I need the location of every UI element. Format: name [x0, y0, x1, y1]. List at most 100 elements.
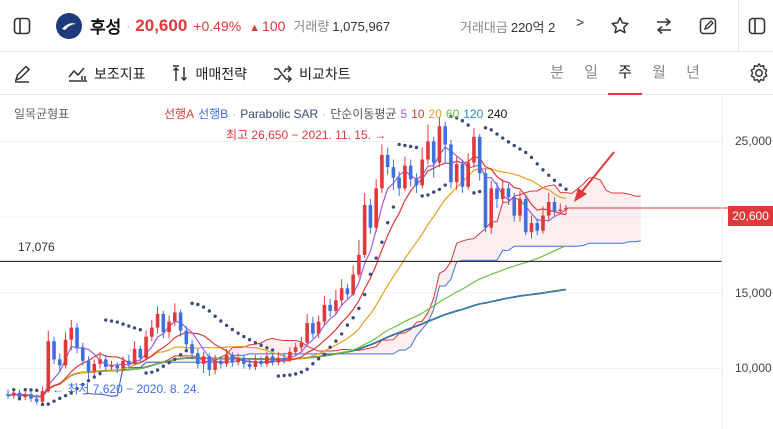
company-logo [56, 12, 82, 39]
candle-body-85 [495, 188, 499, 199]
candlestick-plot[interactable] [0, 96, 773, 429]
candle-body-72 [420, 159, 424, 186]
right-panel-toggle-icon[interactable] [748, 0, 766, 52]
sar-dot-6 [40, 402, 45, 407]
sar-dot-92 [535, 162, 539, 166]
price-chart[interactable]: 일목균형표 선행A 선행B · Parabolic SAR · 단순이동평균 5 10 20 60… [0, 96, 773, 429]
compare-chart-button[interactable]: 비교차트 [273, 64, 351, 84]
candle-body-42 [247, 363, 252, 367]
sar-dot-7 [46, 402, 50, 406]
candle-body-21 [127, 360, 131, 364]
candle-body-97 [564, 208, 568, 210]
candle-body-56 [328, 304, 332, 311]
sar-dot-34 [201, 305, 206, 309]
favorite-star-icon[interactable] [598, 0, 642, 52]
sar-dot-86 [501, 136, 505, 140]
candle-body-22 [132, 348, 137, 364]
sar-dot-55 [322, 352, 327, 356]
indicator-label-3: Parabolic SAR [240, 107, 319, 121]
sar-dot-95 [552, 178, 557, 183]
sar-dot-76 [443, 183, 447, 187]
candle-body-15 [92, 363, 97, 372]
sar-dot-15 [92, 375, 96, 379]
candle-body-66 [385, 155, 390, 168]
candle-body-59 [345, 288, 350, 295]
ma-10-line [7, 156, 567, 398]
sar-dot-24 [144, 371, 148, 375]
y-tick-label-0: 25,000 [735, 134, 772, 149]
indicator-legend[interactable]: 선행A 선행B · Parabolic SAR · 단순이동평균 5 10 20 60 120 240 [164, 105, 511, 122]
candle-body-38 [224, 354, 229, 364]
sar-dot-17 [104, 318, 108, 322]
candle-body-49 [288, 351, 292, 360]
candle-body-4 [29, 394, 33, 399]
indicator-label-8: 20 [428, 107, 442, 121]
candle-body-45 [265, 356, 269, 364]
sar-dot-10 [63, 393, 68, 398]
sar-dot-29 [173, 357, 177, 361]
candle-body-89 [518, 198, 522, 216]
candle-body-64 [374, 188, 378, 228]
candle-body-32 [190, 344, 194, 354]
candle-body-17 [103, 359, 108, 367]
settings-gear-icon[interactable] [748, 62, 770, 89]
sidebar-toggle-icon[interactable] [0, 0, 44, 52]
trade-strategy-button[interactable]: 매매전략 [172, 64, 247, 84]
candle-body-6 [40, 391, 45, 402]
candle-body-61 [357, 254, 361, 275]
sar-dot-48 [282, 373, 286, 378]
period-tab-0[interactable]: 분 [550, 64, 564, 81]
trade-amount: 거래대금 220억 2 [460, 19, 556, 35]
candle-body-93 [541, 215, 545, 231]
candle-body-84 [489, 188, 494, 228]
up-triangle-icon: ▲ [249, 21, 261, 34]
candle-body-25 [150, 327, 154, 337]
candle-body-27 [161, 313, 166, 333]
indicator-label-6: 5 [400, 107, 408, 121]
more-info-chevron-icon[interactable]: > [576, 14, 585, 30]
candle-body-70 [408, 165, 413, 180]
candle-body-41 [242, 357, 246, 364]
y-tick-label-2: 15,000 [735, 285, 772, 300]
sar-dot-53 [311, 362, 315, 366]
sar-dot-91 [529, 155, 534, 160]
sar-dot-45 [265, 346, 269, 350]
sar-dot-41 [242, 334, 246, 339]
candle-body-51 [299, 342, 304, 348]
candle-body-11 [69, 327, 74, 340]
sar-dot-2 [17, 397, 22, 401]
sar-dot-12 [75, 386, 79, 391]
period-tab-1[interactable]: 일 [584, 64, 598, 81]
drawing-pen-icon[interactable] [0, 64, 44, 84]
ma-60-line [7, 245, 567, 398]
sar-dot-9 [58, 396, 62, 401]
edit-pencil-icon[interactable] [686, 0, 730, 52]
period-tab-4[interactable]: 년 [686, 64, 700, 81]
candle-body-39 [230, 354, 235, 363]
sar-dot-62 [362, 292, 367, 297]
candle-body-9 [57, 359, 62, 366]
sar-dot-14 [86, 378, 91, 383]
shuffle-icon [274, 64, 293, 83]
candle-body-80 [466, 162, 471, 187]
sar-dot-36 [213, 314, 217, 318]
sar-dot-68 [397, 142, 401, 147]
sar-dot-1 [12, 387, 16, 392]
period-tab-2[interactable]: 주 [608, 53, 642, 95]
candle-body-37 [219, 360, 223, 364]
candle-body-92 [535, 223, 540, 231]
candle-body-24 [144, 336, 148, 358]
aux-indicator-button[interactable]: 보조지표 [68, 64, 146, 84]
high-annotation: 최고 26,650 − 2021. 11. 15. → [226, 128, 387, 142]
sar-dot-72 [420, 194, 424, 198]
swap-arrows-icon[interactable] [642, 0, 686, 52]
ichimoku-label[interactable]: 일목균형표 [14, 107, 70, 121]
candle-body-34 [201, 356, 206, 364]
sar-dot-28 [167, 360, 171, 365]
candle-body-83 [483, 173, 488, 228]
sar-dot-8 [52, 399, 56, 403]
candle-body-10 [63, 339, 68, 366]
period-tab-3[interactable]: 월 [652, 64, 666, 81]
candle-body-33 [196, 353, 200, 364]
leading-span-b-line [82, 240, 641, 397]
